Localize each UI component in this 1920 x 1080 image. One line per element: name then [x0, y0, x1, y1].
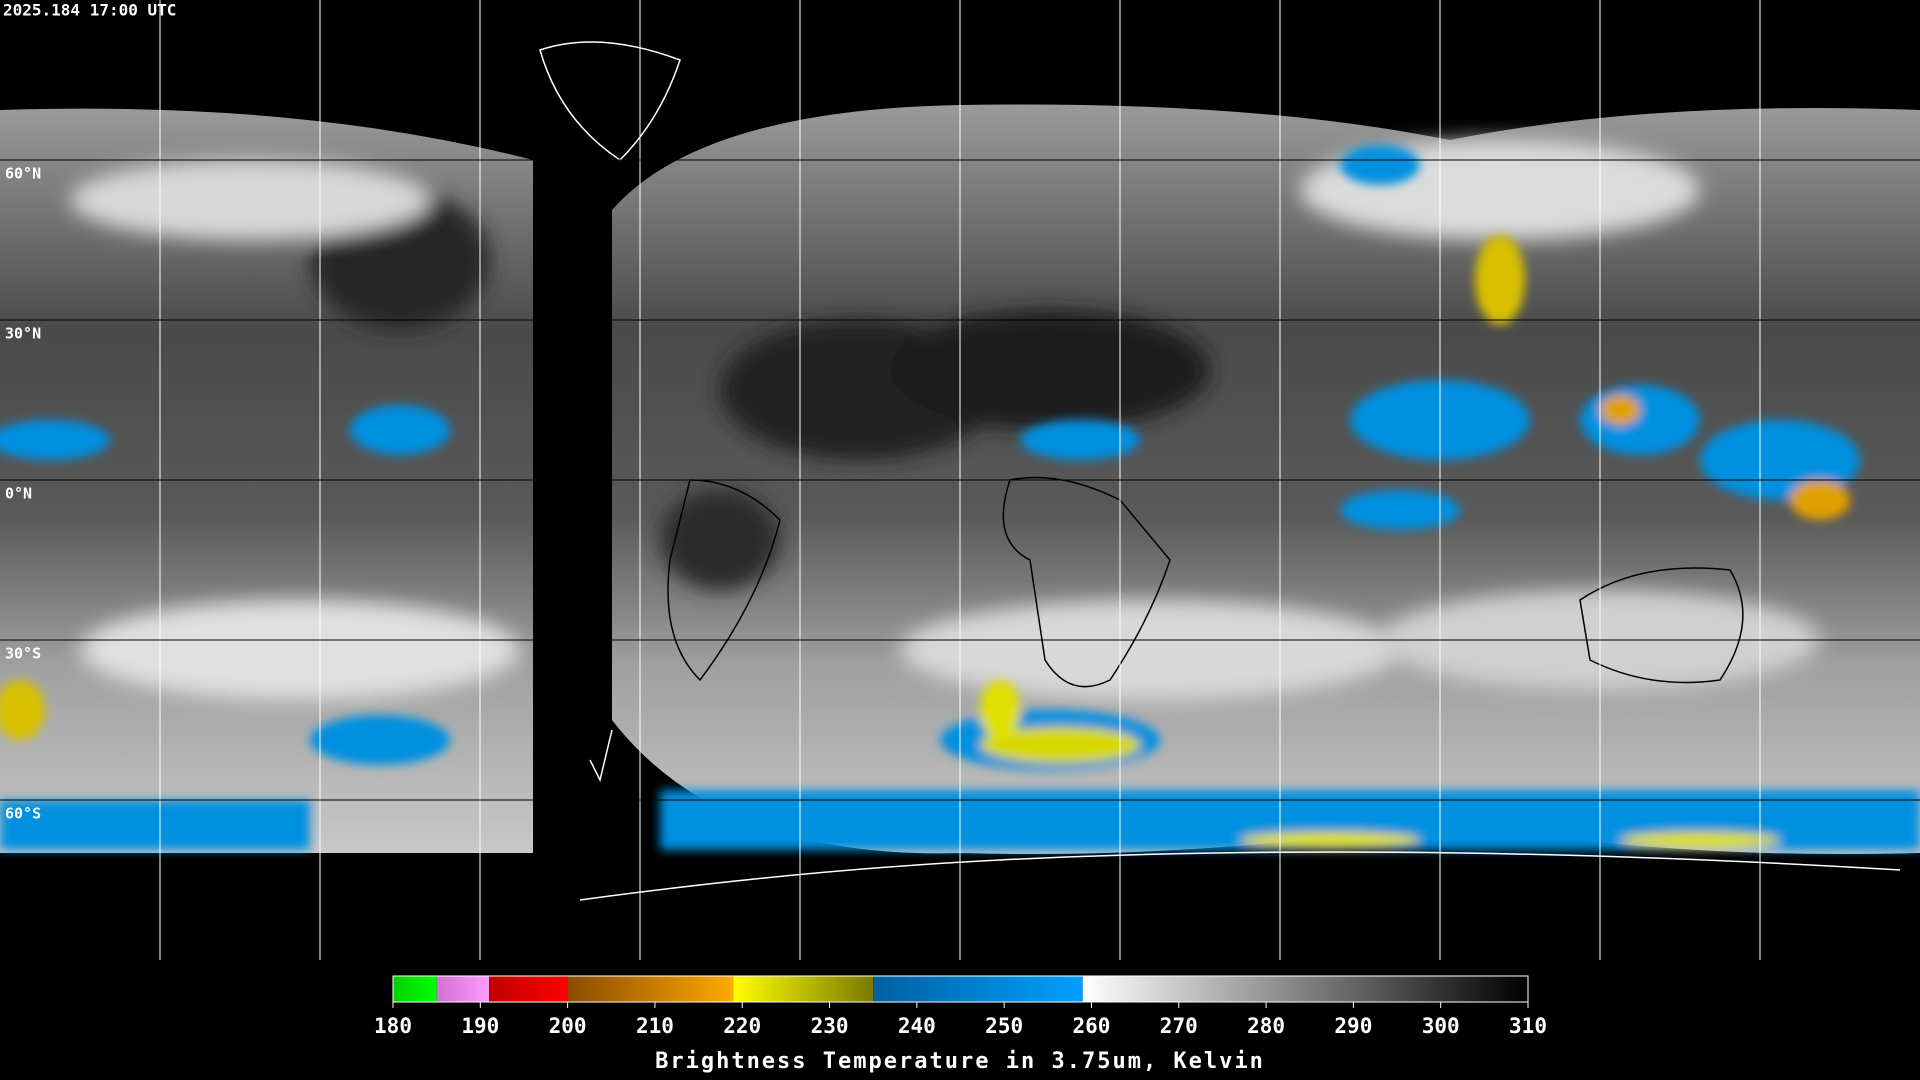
latitude-label: 30°S — [5, 645, 41, 663]
latitude-label: 0°N — [5, 485, 32, 503]
colorbar-tick-label: 260 — [1072, 1014, 1110, 1038]
polar-coastlines — [539, 41, 1901, 901]
colorbar-segment — [1082, 976, 1528, 1002]
coastlines — [667, 476, 1744, 688]
colorbar-tick-label: 190 — [461, 1014, 499, 1038]
colorbar-title: Brightness Temperature in 3.75um, Kelvin — [655, 1049, 1265, 1074]
colorbar-tick-label: 270 — [1160, 1014, 1198, 1038]
colorbar-segment — [567, 976, 734, 1002]
colorbar-tick-label: 310 — [1509, 1014, 1547, 1038]
colorbar-segment — [873, 976, 1083, 1002]
timestamp: 2025.184 17:00 UTC — [3, 1, 176, 20]
graticule: 60°N 30°N 0°N 30°S 60°S — [5, 0, 1761, 960]
colorbar-segment — [733, 976, 874, 1002]
colorbar-tick-label: 240 — [898, 1014, 936, 1038]
latitude-label: 60°S — [5, 805, 41, 823]
latitude-label: 60°N — [5, 165, 41, 183]
satellite-imagery — [0, 41, 1920, 901]
colorbar-tick-label: 210 — [636, 1014, 674, 1038]
colorbar-segment — [393, 976, 437, 1002]
colorbar-frame — [392, 975, 1529, 1003]
colorbar-segment — [436, 976, 490, 1002]
latitude-label: 30°N — [5, 325, 41, 343]
colorbar-segment — [489, 976, 568, 1002]
colorbar-tick-label: 250 — [985, 1014, 1023, 1038]
colorbar-tick-label: 180 — [374, 1014, 412, 1038]
colorbar-tick-label: 300 — [1422, 1014, 1460, 1038]
colorbar-tick-label: 230 — [811, 1014, 849, 1038]
colorbar-tick-label: 220 — [723, 1014, 761, 1038]
colorbar-tick-label: 200 — [549, 1014, 587, 1038]
colorbar-tick-label: 290 — [1334, 1014, 1372, 1038]
colorbar: 180 190 200 210 220 230 240 250 260 270 280 290 300 3… — [374, 975, 1547, 1038]
colorbar-tick-label: 280 — [1247, 1014, 1285, 1038]
